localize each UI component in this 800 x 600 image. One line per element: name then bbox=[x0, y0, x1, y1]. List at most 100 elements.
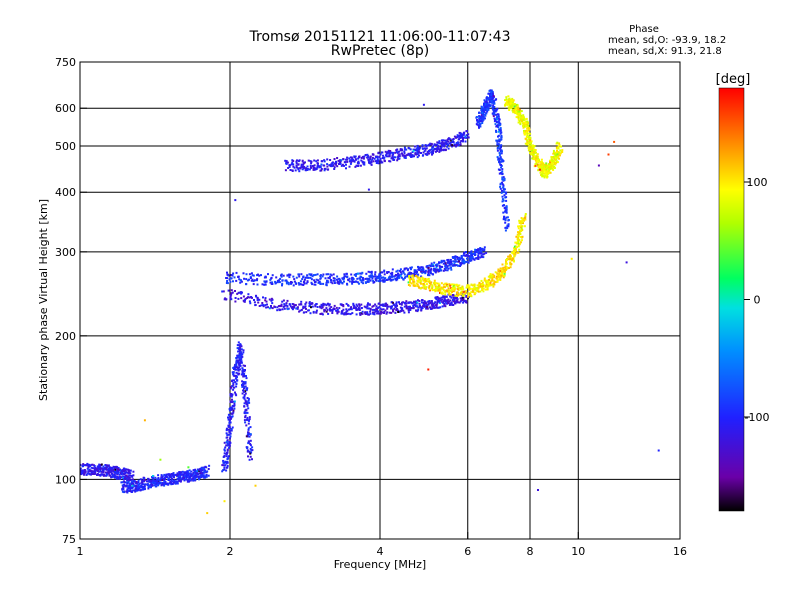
data-point bbox=[499, 127, 502, 130]
data-point bbox=[224, 446, 227, 449]
data-point bbox=[280, 273, 283, 276]
data-point bbox=[379, 312, 382, 315]
data-point bbox=[453, 298, 456, 301]
data-point bbox=[143, 479, 146, 481]
data-point bbox=[449, 299, 452, 302]
data-point bbox=[223, 452, 226, 455]
data-point bbox=[413, 155, 415, 158]
data-point bbox=[246, 450, 249, 453]
data-point bbox=[163, 479, 166, 482]
data-point bbox=[552, 149, 555, 152]
data-point bbox=[535, 155, 538, 158]
data-point bbox=[93, 470, 96, 473]
data-point bbox=[418, 266, 421, 269]
data-point bbox=[232, 371, 235, 374]
data-point bbox=[234, 393, 237, 396]
data-point bbox=[392, 310, 395, 313]
data-point bbox=[405, 306, 408, 309]
data-point bbox=[547, 172, 550, 174]
data-point bbox=[543, 176, 546, 179]
data-point bbox=[477, 258, 480, 260]
data-point bbox=[400, 152, 403, 155]
data-point bbox=[493, 120, 496, 123]
data-point bbox=[223, 466, 226, 469]
data-point bbox=[228, 429, 231, 431]
data-point bbox=[554, 163, 557, 166]
data-point bbox=[520, 119, 523, 122]
data-point bbox=[489, 280, 492, 283]
data-point bbox=[335, 160, 337, 163]
data-point bbox=[481, 285, 484, 288]
data-point bbox=[493, 117, 496, 120]
data-point bbox=[295, 164, 298, 167]
data-point bbox=[526, 132, 529, 135]
data-point bbox=[439, 269, 442, 272]
data-point bbox=[399, 148, 402, 151]
data-point bbox=[524, 214, 527, 217]
data-point bbox=[295, 160, 298, 163]
data-point bbox=[287, 167, 290, 169]
data-point bbox=[121, 481, 124, 484]
data-point bbox=[246, 404, 249, 407]
data-point bbox=[349, 313, 352, 316]
data-point bbox=[463, 251, 466, 254]
data-point bbox=[169, 473, 172, 476]
data-point bbox=[281, 308, 284, 311]
data-point bbox=[198, 478, 200, 481]
data-point bbox=[138, 483, 140, 486]
data-point bbox=[525, 136, 528, 138]
data-point bbox=[488, 97, 491, 100]
data-point bbox=[172, 474, 175, 477]
data-point bbox=[235, 363, 238, 365]
data-point bbox=[320, 163, 323, 166]
data-point bbox=[338, 307, 341, 310]
data-point bbox=[354, 158, 357, 161]
data-point bbox=[529, 142, 532, 145]
data-point bbox=[498, 152, 501, 154]
data-point bbox=[325, 273, 328, 276]
data-point bbox=[504, 210, 507, 213]
data-point bbox=[483, 279, 486, 282]
data-point bbox=[305, 167, 307, 170]
data-point bbox=[431, 302, 434, 305]
data-point bbox=[374, 278, 377, 281]
data-point bbox=[559, 154, 561, 157]
data-point bbox=[468, 257, 471, 260]
data-point bbox=[286, 299, 289, 302]
data-point bbox=[384, 150, 387, 153]
data-point bbox=[226, 448, 229, 451]
data-point bbox=[474, 288, 477, 291]
data-point bbox=[518, 230, 521, 233]
data-point bbox=[243, 277, 246, 280]
data-point bbox=[316, 166, 319, 169]
data-point bbox=[527, 138, 530, 140]
data-point bbox=[237, 276, 240, 278]
data-point bbox=[121, 471, 124, 474]
data-point bbox=[285, 160, 288, 163]
data-point bbox=[380, 160, 383, 163]
data-point bbox=[551, 167, 554, 170]
data-point bbox=[233, 367, 236, 370]
data-point bbox=[503, 269, 506, 272]
data-point bbox=[336, 308, 339, 311]
data-point bbox=[497, 275, 500, 278]
data-point bbox=[373, 157, 376, 160]
data-point bbox=[243, 402, 246, 405]
data-point bbox=[351, 159, 354, 162]
data-point bbox=[411, 274, 414, 277]
data-point bbox=[456, 299, 459, 302]
data-point bbox=[233, 365, 236, 368]
data-point bbox=[391, 271, 394, 274]
data-point bbox=[364, 306, 367, 309]
data-point bbox=[238, 356, 241, 358]
data-point bbox=[526, 139, 529, 142]
data-point bbox=[97, 465, 100, 468]
data-point bbox=[357, 157, 360, 160]
data-point bbox=[501, 204, 504, 207]
data-point bbox=[379, 153, 382, 156]
data-point bbox=[435, 298, 438, 301]
data-point bbox=[225, 277, 228, 279]
data-point bbox=[328, 307, 331, 310]
data-point bbox=[300, 308, 303, 311]
data-point bbox=[512, 109, 515, 112]
